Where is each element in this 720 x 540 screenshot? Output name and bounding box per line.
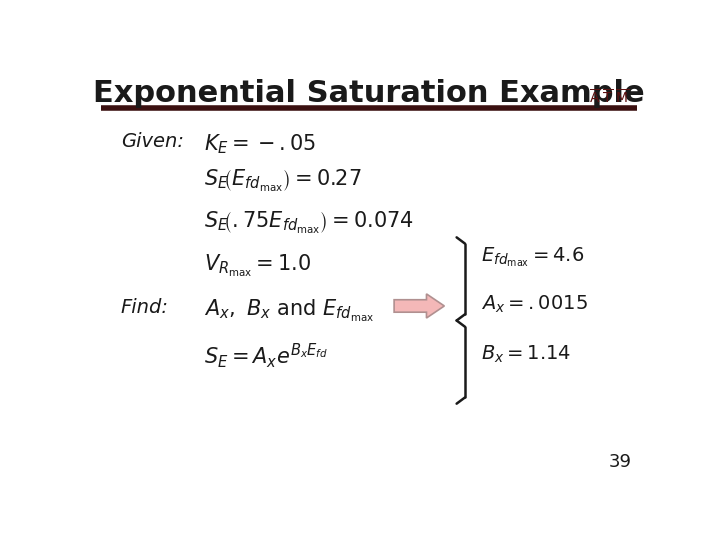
Text: $\overline{\rm A}\ \overline{\rm T}\ \overline{\rm M}$: $\overline{\rm A}\ \overline{\rm T}\ \ov…	[589, 88, 630, 106]
Text: $V_{R_{\max}} = 1.0$: $V_{R_{\max}} = 1.0$	[204, 253, 312, 279]
Text: $S_E\!\left(.75E_{fd_{\max}}\right) = 0.074$: $S_E\!\left(.75E_{fd_{\max}}\right) = 0.…	[204, 210, 415, 237]
Text: 39: 39	[608, 454, 631, 471]
Text: Exponential Saturation Example: Exponential Saturation Example	[93, 79, 645, 109]
Text: $E_{fd_{\max}} = 4.6$: $E_{fd_{\max}} = 4.6$	[481, 246, 584, 269]
Text: $B_x = 1.14$: $B_x = 1.14$	[481, 343, 571, 364]
Text: Given:: Given:	[121, 132, 184, 151]
Text: $K_E = -.05$: $K_E = -.05$	[204, 132, 317, 156]
Text: Find:: Find:	[121, 298, 168, 316]
Text: $S_E = A_x e^{B_x E_{fd}}$: $S_E = A_x e^{B_x E_{fd}}$	[204, 341, 328, 370]
Text: $A_x = .0015$: $A_x = .0015$	[481, 294, 588, 315]
FancyArrow shape	[394, 294, 444, 318]
Text: $A_x,\ B_x\ \mathrm{and}\ E_{fd_{\max}}$: $A_x,\ B_x\ \mathrm{and}\ E_{fd_{\max}}$	[204, 298, 374, 324]
Text: $S_E\!\left(E_{fd_{\max}}\right) = 0.27$: $S_E\!\left(E_{fd_{\max}}\right) = 0.27$	[204, 168, 362, 194]
